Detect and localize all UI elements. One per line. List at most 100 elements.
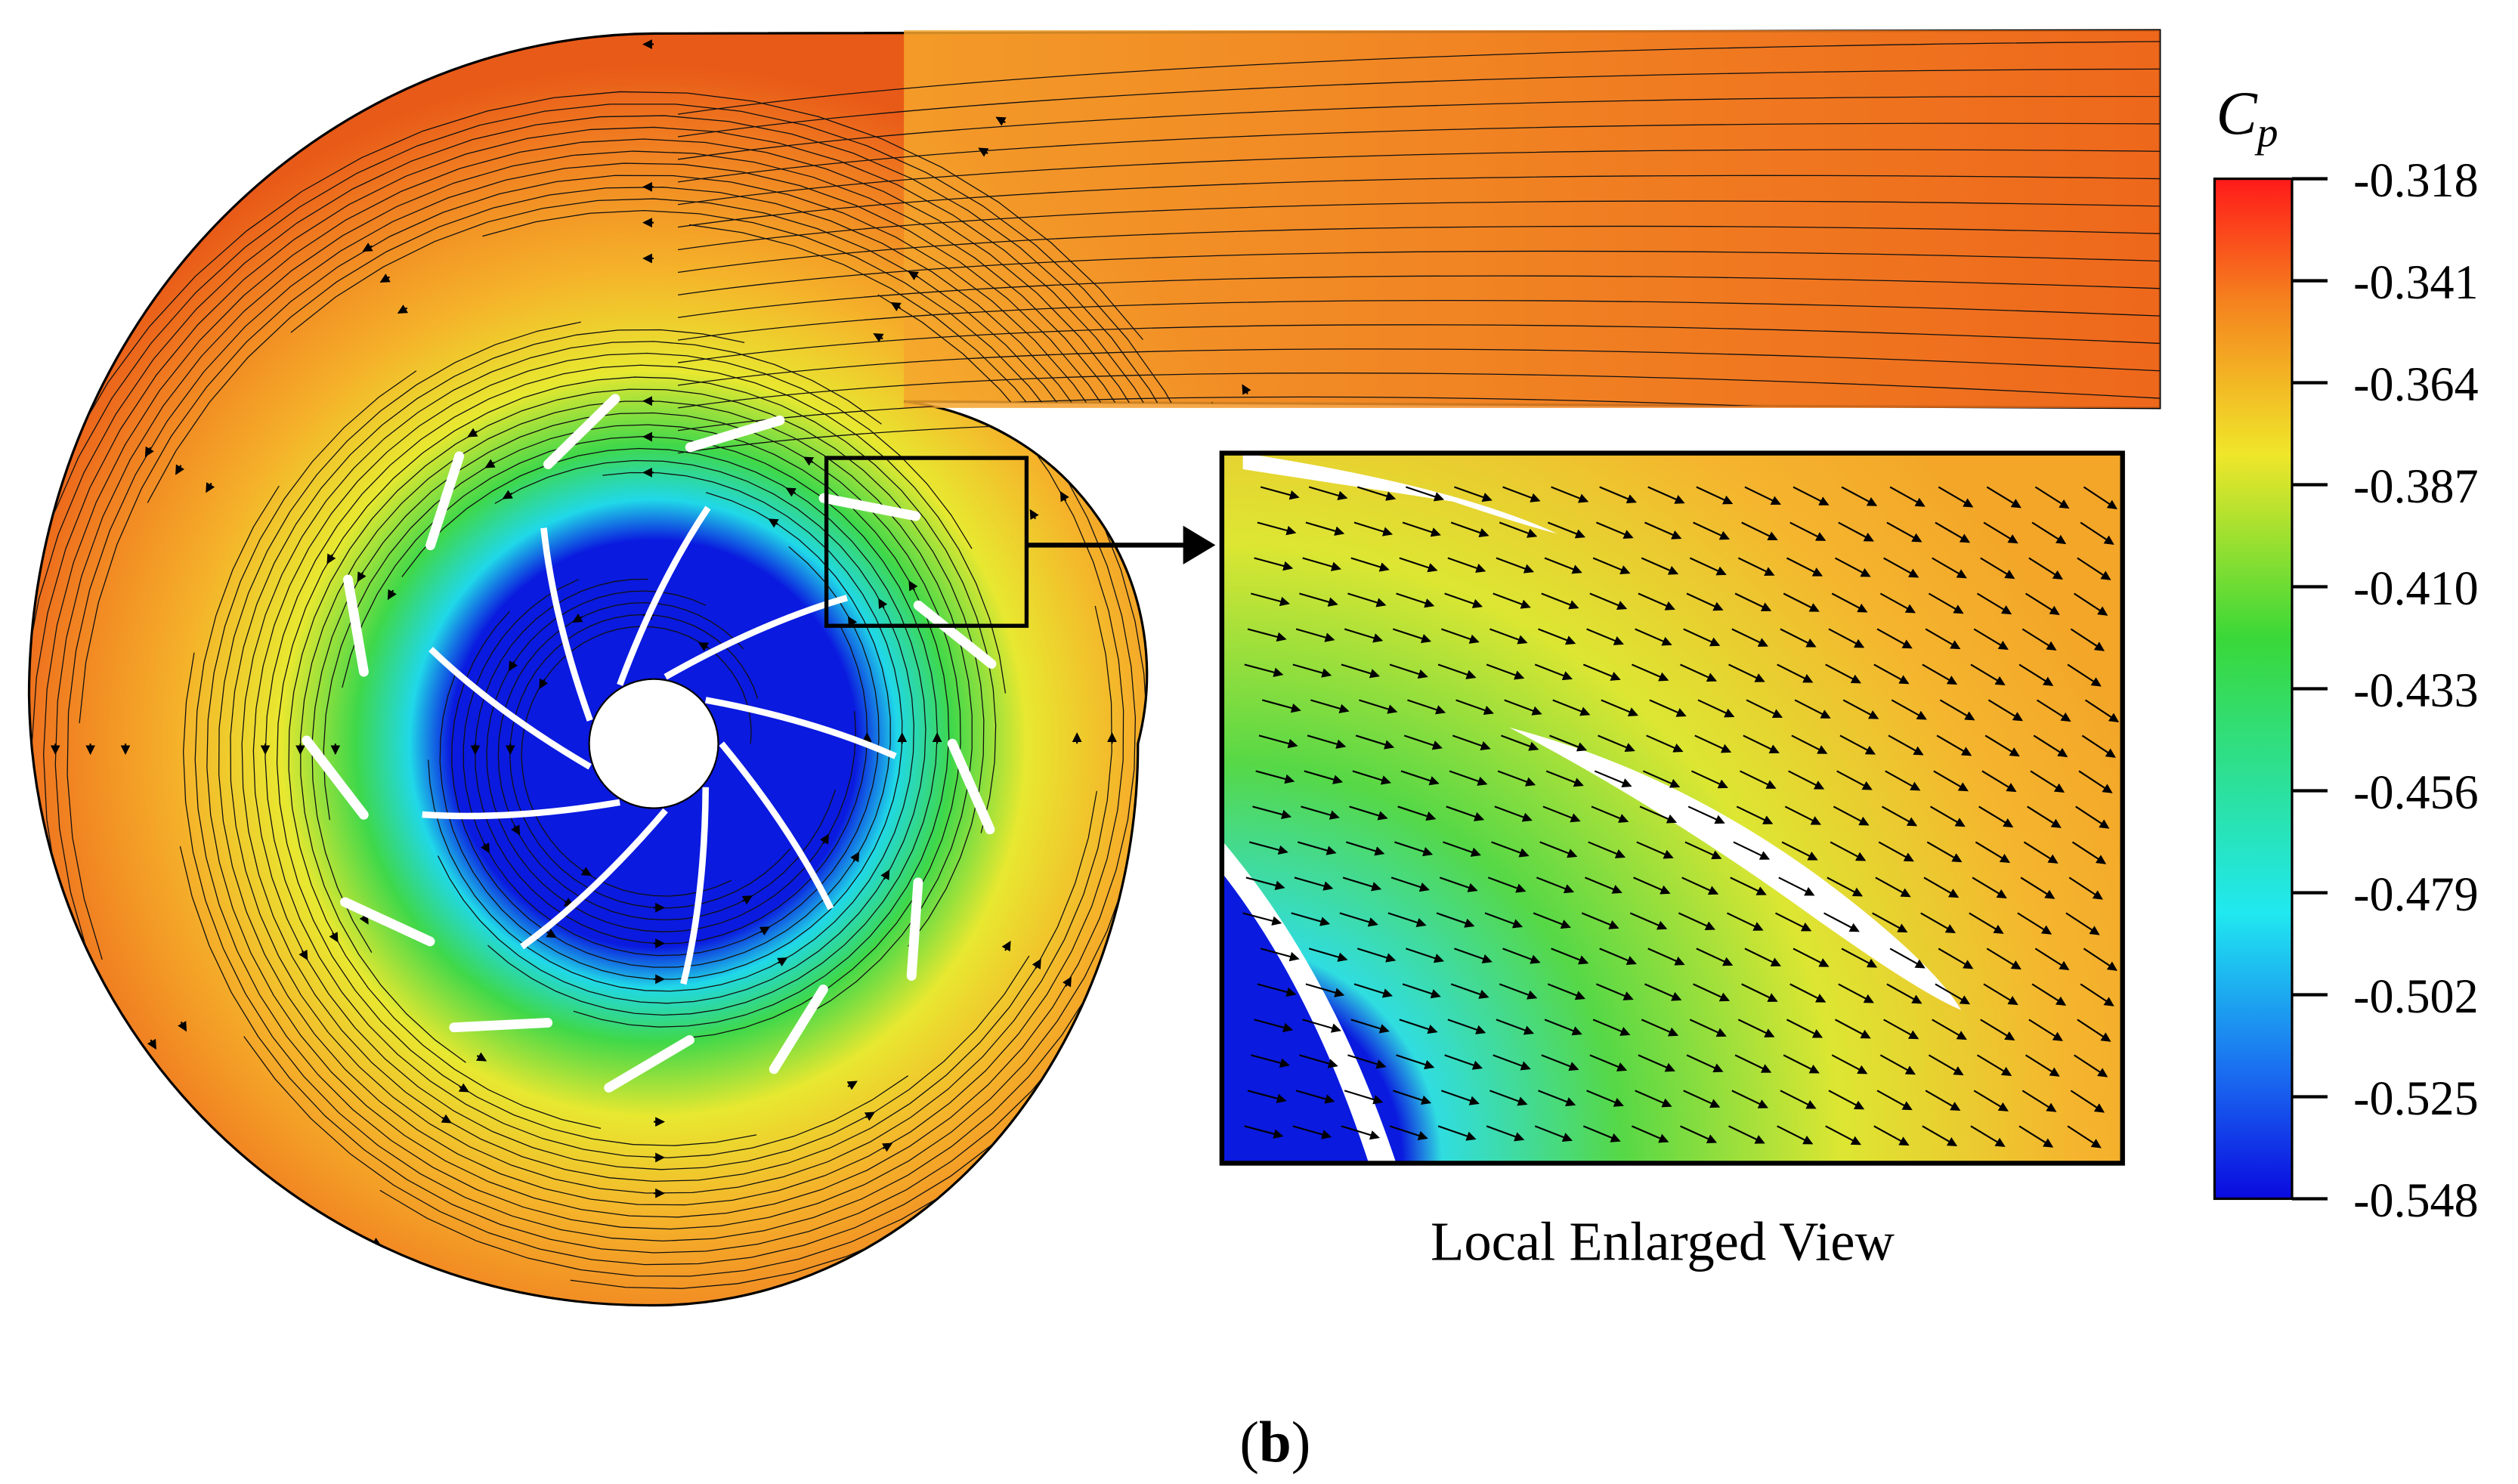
velocity-vector xyxy=(1353,521,1394,536)
streamline xyxy=(218,321,1124,1206)
velocity-vector xyxy=(1734,592,1772,611)
guide-vane xyxy=(302,735,369,820)
velocity-vector xyxy=(1247,1090,1287,1103)
velocity-vector xyxy=(1922,1125,1958,1146)
inset-vane xyxy=(1509,727,1962,1010)
velocity-vector xyxy=(1344,1090,1384,1105)
velocity-vector xyxy=(1251,1054,1290,1068)
velocity-vector xyxy=(2025,1054,2060,1077)
stream-arrow xyxy=(29,375,33,386)
zoom-arrowhead xyxy=(1183,525,1216,565)
velocity-vector xyxy=(1346,841,1385,856)
velocity-vector xyxy=(1831,592,1868,613)
velocity-vector xyxy=(1534,1125,1573,1142)
velocity-vector xyxy=(1257,521,1297,536)
velocity-vector xyxy=(1533,912,1571,929)
velocity-vector xyxy=(1581,912,1619,929)
velocity-vector xyxy=(1827,876,1864,897)
velocity-vector xyxy=(1693,983,1731,1002)
velocity-vector xyxy=(1294,876,1334,891)
velocity-vector xyxy=(1683,1090,1721,1108)
velocity-vector xyxy=(1976,1054,2012,1076)
velocity-vector xyxy=(1744,486,1781,505)
stream-arrow xyxy=(768,518,779,528)
velocity-vector xyxy=(1932,557,1967,579)
velocity-vector xyxy=(1794,699,1831,719)
velocity-vector xyxy=(1536,876,1575,894)
velocity-vector xyxy=(1447,557,1486,574)
stream-arrow xyxy=(147,1038,156,1050)
velocity-vector xyxy=(1841,948,1878,968)
guide-vane xyxy=(947,738,995,835)
velocity-vector xyxy=(1835,557,1871,577)
velocity-vector xyxy=(1678,912,1715,931)
velocity-vector xyxy=(1257,983,1297,997)
stream-arrow xyxy=(785,487,797,497)
velocity-vector xyxy=(1389,663,1428,679)
velocity-vector xyxy=(1790,521,1827,541)
velocity-vector xyxy=(1355,734,1395,750)
velocity-vector xyxy=(2027,805,2062,828)
colorbar-tick-label: -0.410 xyxy=(2353,561,2478,615)
velocity-vector xyxy=(2080,983,2114,1006)
velocity-vector xyxy=(1504,699,1542,716)
velocity-vector xyxy=(1402,983,1441,999)
velocity-vector xyxy=(1741,983,1778,1002)
velocity-vector xyxy=(1534,663,1573,681)
velocity-vector xyxy=(1307,734,1347,749)
inset-vectors xyxy=(1242,486,2120,1164)
velocity-vector xyxy=(1350,557,1390,572)
stream-arrow xyxy=(353,1269,365,1278)
velocity-vector xyxy=(1439,876,1478,892)
stream-arrow xyxy=(539,678,549,690)
velocity-vector xyxy=(1545,770,1584,787)
velocity-vector xyxy=(1547,983,1585,1000)
pipe-streamline xyxy=(677,225,2160,274)
velocity-vector xyxy=(2068,876,2103,900)
velocity-vector xyxy=(1835,1019,1871,1039)
blades xyxy=(302,394,997,1093)
colorbar-title-sub: p xyxy=(2254,110,2278,156)
velocity-vector xyxy=(1728,663,1765,682)
velocity-vector xyxy=(1824,912,1860,932)
impeller-blade xyxy=(704,697,897,759)
velocity-vector xyxy=(2023,841,2059,864)
velocity-vector xyxy=(1783,1054,1820,1074)
velocity-vector xyxy=(1436,912,1475,928)
panel-label: (b) xyxy=(1239,1410,1310,1475)
guide-vane xyxy=(906,877,923,981)
velocity-vector xyxy=(1886,983,1923,1004)
stream-arrow xyxy=(969,1297,981,1306)
velocity-vector xyxy=(1833,805,1870,826)
velocity-vector xyxy=(1599,486,1637,504)
impeller-blade xyxy=(719,741,834,910)
velocity-vector xyxy=(1344,628,1384,643)
velocity-vector xyxy=(1686,1054,1724,1073)
velocity-vector xyxy=(1542,805,1581,823)
pipe-streamline xyxy=(677,275,2160,318)
velocity-vector xyxy=(1251,592,1290,607)
streamline xyxy=(264,364,1007,1158)
velocity-vector xyxy=(1689,1019,1727,1037)
stream-arrow xyxy=(580,867,592,876)
colorbar-title: Cp xyxy=(2216,79,2278,156)
stream-arrow xyxy=(1062,976,1072,988)
velocity-vector xyxy=(1341,663,1380,679)
velocity-vector xyxy=(1449,770,1488,786)
velocity-vector xyxy=(1786,1019,1824,1038)
velocity-vector xyxy=(1737,1019,1775,1037)
velocity-vector xyxy=(1740,770,1777,789)
stream-arrow xyxy=(144,446,154,458)
velocity-vector xyxy=(1454,948,1493,963)
zoom-box xyxy=(824,456,1029,628)
velocity-vector xyxy=(1399,557,1438,573)
velocity-vector xyxy=(1830,841,1867,861)
velocity-vector xyxy=(1646,734,1684,753)
streamline xyxy=(462,546,880,957)
velocity-vector xyxy=(1831,1054,1868,1074)
pipe-streamline xyxy=(677,324,2160,363)
velocity-vector xyxy=(1341,1125,1380,1140)
velocity-vector xyxy=(2028,1019,2063,1041)
velocity-vector xyxy=(1258,734,1298,749)
velocity-vector xyxy=(1446,805,1485,821)
